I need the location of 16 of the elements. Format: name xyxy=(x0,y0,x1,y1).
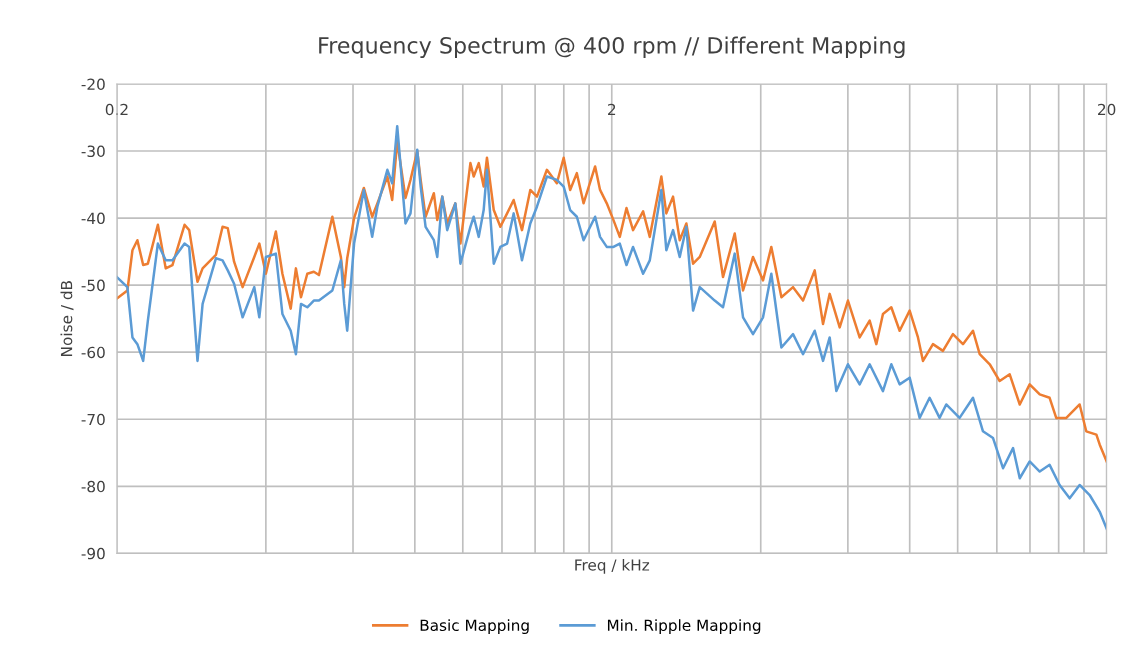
y-axis-title: Noise / dB xyxy=(60,281,74,356)
y-tick-label: -90 xyxy=(81,547,105,560)
x-axis-title: Freq / kHz xyxy=(575,558,650,574)
y-tick-label: -70 xyxy=(81,413,105,426)
legend-label: Basic Mapping xyxy=(420,619,529,634)
legend-label: Min. Ripple Mapping xyxy=(607,619,761,634)
y-tick-label: -60 xyxy=(81,346,105,359)
y-tick-label: -30 xyxy=(81,145,105,158)
chart-title: Frequency Spectrum @ 400 rpm // Different Mapping xyxy=(319,36,905,59)
x-tick-label: 0.2 xyxy=(105,103,128,116)
y-tick-label: -50 xyxy=(81,279,105,292)
x-tick-label: 20 xyxy=(1098,103,1116,116)
y-tick-label: -40 xyxy=(81,212,105,225)
y-tick-label: -20 xyxy=(81,78,105,90)
x-tick-label: 2 xyxy=(608,103,616,116)
y-tick-label: -80 xyxy=(81,480,105,493)
